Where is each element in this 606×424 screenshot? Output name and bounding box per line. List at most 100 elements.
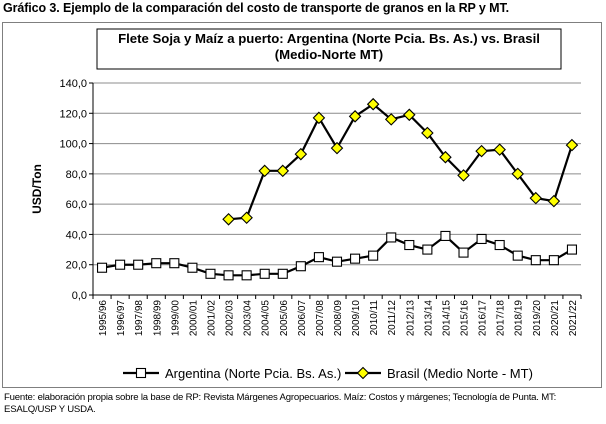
data-point [439,150,452,164]
x-tick-label: 2019/20 [532,300,543,337]
x-tick-label: 2002/03 [225,300,236,337]
chart-title-line: (Medio-Norte MT) [275,47,383,62]
line-chart: Flete Soja y Maíz a puerto: Argentina (N… [30,28,582,381]
x-tick-label: 2003/04 [243,300,254,337]
y-tick-label: 100,0 [59,139,87,151]
y-axis-title: USD/Ton [30,164,44,214]
x-tick-label: 2012/13 [405,300,416,337]
y-tick-label: 120,0 [59,108,87,120]
y-tick-label: 80,0 [66,169,87,181]
series-brasil [222,97,579,226]
x-tick-label: 1999/00 [170,300,181,337]
data-point [458,247,469,258]
series-layer [96,97,579,281]
x-tick-label: 2013/14 [423,300,434,337]
data-point [457,169,470,182]
y-tick-label: 0,0 [72,290,87,302]
series-argentina [96,230,578,281]
y-tick-label: 60,0 [66,199,87,211]
y-tick-label: 40,0 [66,229,87,241]
x-tick-label: 2016/17 [478,300,489,337]
x-tick-label: 2008/09 [333,300,344,337]
x-tick-label: 1997/98 [134,300,145,337]
x-tick-label: 2021/22 [568,300,579,337]
data-point [276,164,290,178]
data-point [386,232,397,243]
data-point [404,239,415,251]
source-footnote: Fuente: elaboración propia sobre la base… [4,392,557,415]
x-tick-label: 1998/99 [152,300,163,337]
legend-marker [356,366,370,380]
data-point [440,230,451,241]
data-point [312,111,326,125]
data-point [295,261,306,272]
data-point [241,270,252,281]
data-point [96,262,108,273]
series-line [228,102,574,221]
x-tick-label: 2018/19 [514,300,525,337]
y-tick-labels: 0,0 20,0 40,0 60,0 80,0 100,0 120,0 140,0 [59,78,87,302]
data-point [403,108,416,122]
x-tick-label: 2014/15 [441,300,452,337]
x-tick-label: 2007/08 [315,300,326,337]
data-point [547,194,561,208]
data-point [421,126,434,140]
chart-title-line: Flete Soja y Maíz a puerto: Argentina (N… [118,31,540,46]
chart-legend: Argentina (Norte Pcia. Bs. As.) Brasil (M… [123,366,533,381]
data-point [493,143,506,156]
title-border [96,28,562,70]
chart-frame: Flete Soja y Maíz a puerto: Argentina (N… [2,22,602,388]
data-point [330,141,344,155]
x-tick-label: 2010/11 [369,300,380,336]
y-tick-label: 20,0 [66,260,87,272]
data-point [222,213,235,226]
data-point [366,97,380,111]
data-point [240,211,253,225]
data-point [133,259,144,270]
x-tick-labels: 1995/96 1996/97 1997/98 1998/99 1999/00 2000/… [92,295,582,337]
x-tick-label: 2005/06 [279,300,290,337]
data-point [422,244,433,255]
data-point [187,262,198,273]
x-tick-label: 2017/18 [496,300,507,337]
data-point [115,259,126,270]
data-point [494,239,505,251]
data-point [511,167,525,181]
data-point [350,253,361,264]
legend-label: Argentina (Norte Pcia. Bs. As.) [165,366,341,381]
chart-title-box: Flete Soja y Maíz a puerto: Argentina (N… [96,28,562,70]
data-point [223,270,234,281]
data-point [258,164,271,178]
data-point [348,110,362,123]
y-axis-label: USD/Ton [30,164,44,214]
data-point [277,268,288,279]
axes [92,83,581,296]
data-point [475,144,488,158]
x-tick-label: 2001/02 [206,300,217,337]
x-tick-label: 2004/05 [261,300,272,337]
x-tick-label: 1995/96 [98,300,109,337]
data-point [331,256,343,267]
x-tick-label: 2006/07 [297,300,308,337]
data-point [512,250,523,261]
data-point [368,250,379,261]
data-point [151,258,162,269]
figure-caption: Gráfico 3. Ejemplo de la comparación del… [3,1,509,15]
data-point [205,268,216,279]
data-point [313,252,324,263]
data-point [529,191,543,205]
x-tick-label: 2015/16 [460,300,471,337]
data-point [530,255,541,266]
data-point [566,244,578,255]
data-point [384,113,398,126]
data-point [259,268,270,279]
data-point [169,258,180,269]
data-point [565,138,579,152]
x-tick-label: 2020/21 [550,300,561,337]
x-tick-label: 2009/10 [351,300,362,337]
x-tick-label: 2011/12 [387,300,398,336]
data-point [294,147,308,161]
x-tick-label: 1996/97 [116,300,127,337]
x-tick-label: 2000/01 [188,300,199,337]
legend-label: Brasil (Medio Norte - MT) [387,366,533,381]
